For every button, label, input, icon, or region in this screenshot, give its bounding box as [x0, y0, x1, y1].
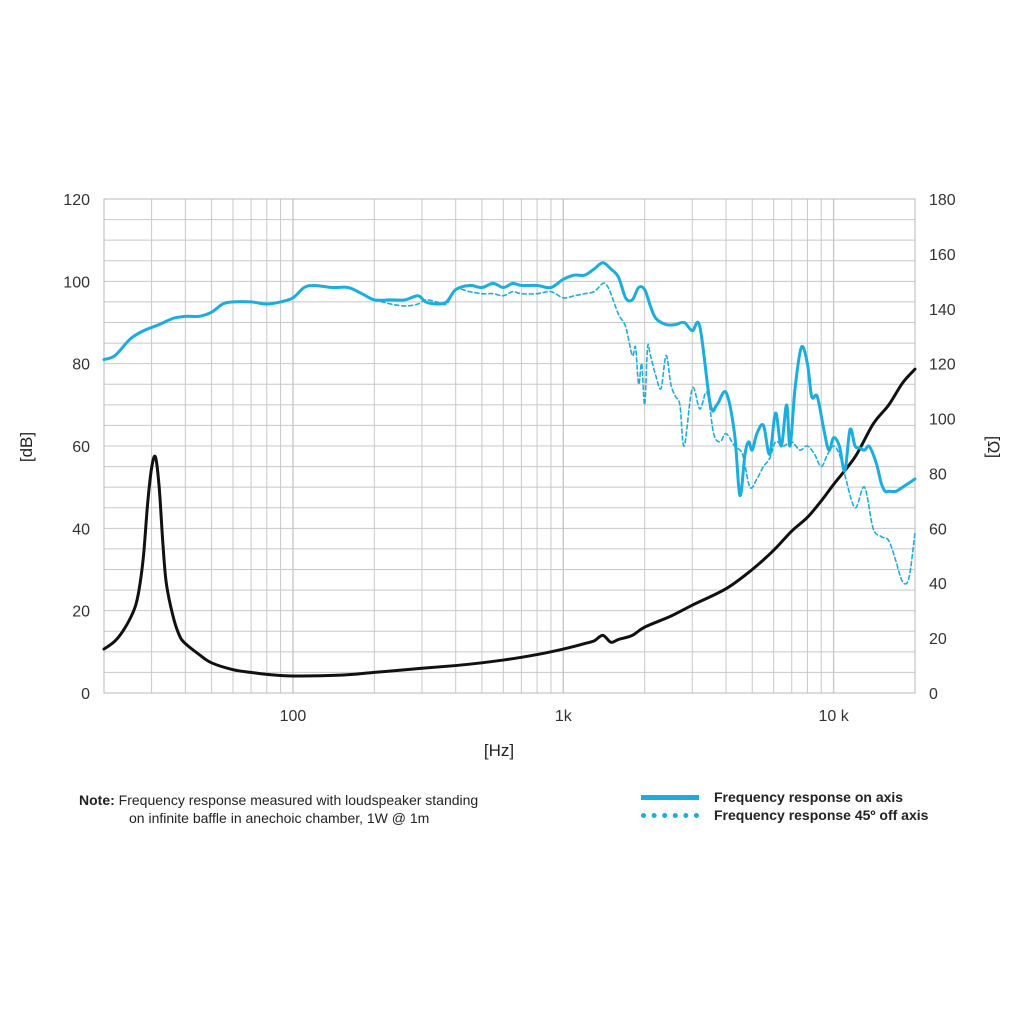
legend-label-on-axis: Frequency response on axis — [714, 789, 904, 805]
note-line-2: on infinite baffle in anechoic chamber, … — [129, 810, 430, 826]
y-axis-right-label: [Ω] — [984, 436, 1003, 458]
y-right-tick-label: 160 — [929, 247, 956, 264]
y-right-tick-label: 0 — [929, 686, 938, 703]
y-right-tick-label: 80 — [929, 466, 947, 483]
chart-grid — [103, 198, 916, 694]
legend-solid-line-icon — [641, 794, 699, 800]
note-label: Note: — [79, 792, 115, 808]
chart-legend: Frequency response on axis Frequency res… — [641, 788, 928, 824]
y-left-tick-label: 20 — [72, 604, 90, 621]
y-right-tick-label: 100 — [929, 412, 956, 429]
y-right-tick-label: 140 — [929, 302, 956, 319]
y-right-tick-label: 60 — [929, 521, 947, 538]
plot-frame — [103, 198, 916, 694]
chart-curves — [102, 261, 917, 678]
legend-dashed-line-icon — [641, 812, 699, 818]
y-right-tick-label: 20 — [929, 631, 947, 648]
axis-ticks: 0 20 40 60 80 100 120 0 20 40 60 80 100 120 140 160 180 1… — [63, 192, 956, 725]
legend-item-on-axis: Frequency response on axis — [641, 788, 928, 806]
y-left-tick-label: 40 — [72, 521, 90, 538]
y-axis-left-label: [dB] — [17, 432, 36, 462]
measurement-note: Note: Frequency response measured with l… — [79, 791, 539, 827]
y-left-tick-label: 100 — [63, 274, 90, 291]
x-tick-label: 1k — [555, 708, 573, 725]
y-left-tick-label: 0 — [81, 686, 90, 703]
x-tick-label: 10 k — [818, 708, 849, 725]
y-right-tick-label: 40 — [929, 576, 947, 593]
impedance-curve — [102, 367, 917, 678]
x-axis-label: [Hz] — [484, 741, 514, 760]
legend-item-off-axis: Frequency response 45º off axis — [641, 806, 928, 824]
on-axis-response-curve — [102, 261, 917, 497]
x-tick-label: 100 — [280, 708, 307, 725]
y-left-tick-label: 120 — [63, 192, 90, 209]
y-left-tick-label: 60 — [72, 439, 90, 456]
note-line-1: Frequency response measured with loudspe… — [118, 792, 479, 808]
y-right-tick-label: 180 — [929, 192, 956, 209]
legend-label-off-axis: Frequency response 45º off axis — [714, 807, 929, 823]
y-right-tick-label: 120 — [929, 357, 956, 374]
y-left-tick-label: 80 — [72, 357, 90, 374]
